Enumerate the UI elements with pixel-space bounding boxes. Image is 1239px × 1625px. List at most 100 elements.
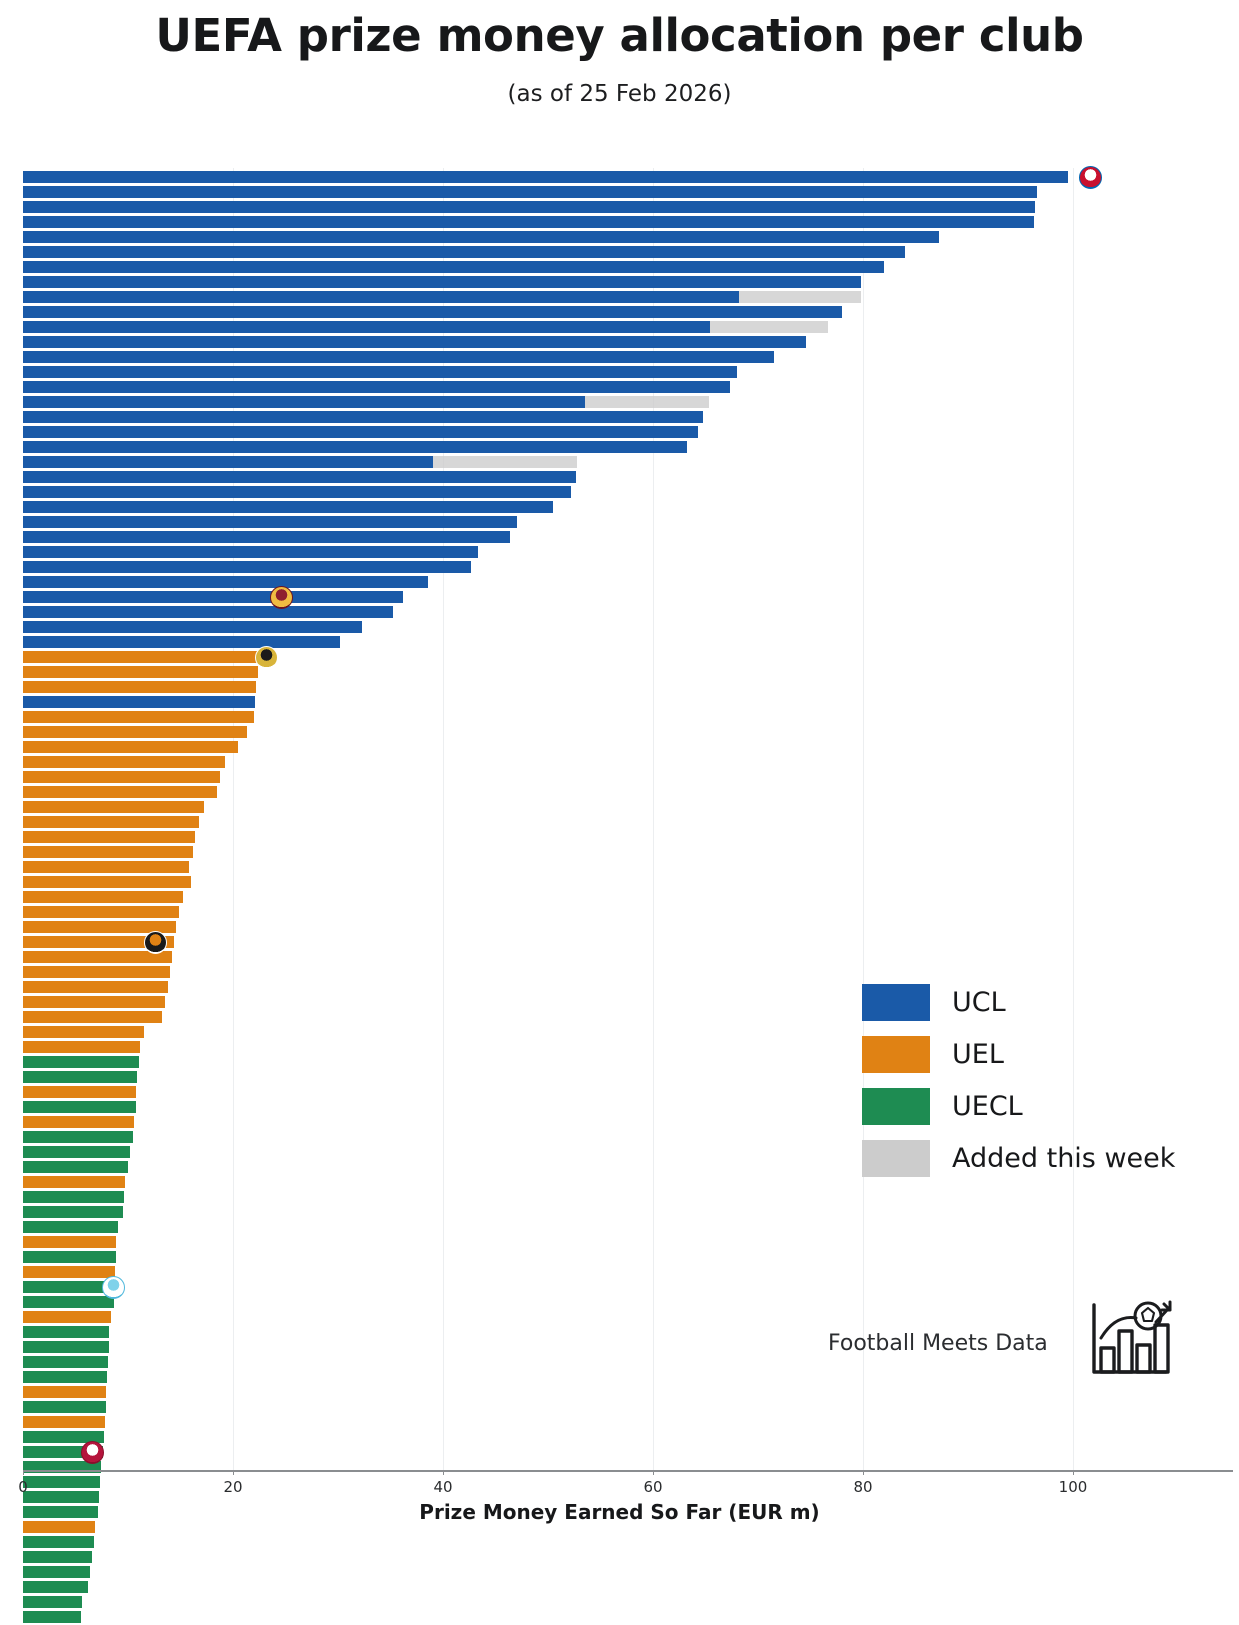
bar-row[interactable] [0,185,1239,200]
bar-row[interactable] [0,635,1239,650]
bar-row[interactable] [0,1370,1239,1385]
bar-segment-uecl [23,1146,131,1158]
bar-row[interactable] [0,365,1239,380]
bar-row[interactable] [0,275,1239,290]
bar-row[interactable] [0,455,1239,470]
bar-row[interactable] [0,920,1239,935]
bar-row[interactable] [0,1595,1239,1610]
bar-row[interactable] [0,1490,1239,1505]
bar-row[interactable] [0,800,1239,815]
bar-row[interactable] [0,200,1239,215]
bar-row[interactable] [0,1430,1239,1445]
bar-row[interactable] [0,1415,1239,1430]
bar-row[interactable] [0,335,1239,350]
bar-row[interactable] [0,290,1239,305]
bar-row[interactable] [0,1130,1239,1145]
bar-row[interactable] [0,755,1239,770]
bar-row[interactable] [0,440,1239,455]
bar-row[interactable] [0,575,1239,590]
bar-row[interactable] [0,590,1239,605]
bar-row[interactable] [0,215,1239,230]
bar-row[interactable] [0,1280,1239,1295]
bar-row[interactable] [0,1145,1239,1160]
bar-row[interactable] [0,545,1239,560]
bar-row[interactable] [0,710,1239,725]
bar-row[interactable] [0,1445,1239,1460]
bar-row[interactable] [0,875,1239,890]
bar-row[interactable] [0,1340,1239,1355]
bar-row[interactable] [0,770,1239,785]
bar-row[interactable] [0,815,1239,830]
bar-row[interactable] [0,515,1239,530]
bar-row[interactable] [0,560,1239,575]
bar-row[interactable] [0,965,1239,980]
bar-row[interactable] [0,890,1239,905]
bar-row[interactable] [0,260,1239,275]
bar-row[interactable] [0,980,1239,995]
bar-row[interactable] [0,170,1239,185]
bar-row[interactable] [0,1565,1239,1580]
bar-row[interactable] [0,1550,1239,1565]
bar-row[interactable] [0,230,1239,245]
bar-row[interactable] [0,1100,1239,1115]
bar-row[interactable] [0,1040,1239,1055]
bar-row[interactable] [0,1580,1239,1595]
bar-row[interactable] [0,1025,1239,1040]
bar-row[interactable] [0,650,1239,665]
bar-row[interactable] [0,1505,1239,1520]
bar-row[interactable] [0,695,1239,710]
bar-row[interactable] [0,605,1239,620]
bar-row[interactable] [0,1055,1239,1070]
bar-row[interactable] [0,320,1239,335]
legend-item-uel[interactable]: UEL [862,1028,1202,1080]
bar-row[interactable] [0,1355,1239,1370]
bar-row[interactable] [0,1115,1239,1130]
legend-item-uecl[interactable]: UECL [862,1080,1202,1132]
bar-row[interactable] [0,935,1239,950]
bar-row[interactable] [0,905,1239,920]
bar-row[interactable] [0,620,1239,635]
bar-row[interactable] [0,1235,1239,1250]
bar-row[interactable] [0,1160,1239,1175]
bar-row[interactable] [0,1385,1239,1400]
bar-row[interactable] [0,740,1239,755]
bar-row[interactable] [0,245,1239,260]
bar-row[interactable] [0,995,1239,1010]
bar-row[interactable] [0,1535,1239,1550]
legend-item-ucl[interactable]: UCL [862,976,1202,1028]
bar-row[interactable] [0,1265,1239,1280]
bar-row[interactable] [0,425,1239,440]
bar-row[interactable] [0,845,1239,860]
bar-row[interactable] [0,1400,1239,1415]
bar-row[interactable] [0,665,1239,680]
bar-row[interactable] [0,950,1239,965]
bar-row[interactable] [0,470,1239,485]
bar-row[interactable] [0,860,1239,875]
bar-row[interactable] [0,785,1239,800]
bar-row[interactable] [0,1610,1239,1625]
bar-row[interactable] [0,500,1239,515]
bar-row[interactable] [0,305,1239,320]
bar-row[interactable] [0,680,1239,695]
bar-row[interactable] [0,1190,1239,1205]
bar-row[interactable] [0,1085,1239,1100]
bar-row[interactable] [0,1010,1239,1025]
bar-row[interactable] [0,380,1239,395]
bar-row[interactable] [0,1205,1239,1220]
bar-row[interactable] [0,350,1239,365]
bar-row[interactable] [0,830,1239,845]
bar-row[interactable] [0,1310,1239,1325]
bar-row[interactable] [0,1250,1239,1265]
bar-row[interactable] [0,395,1239,410]
bar-row[interactable] [0,1325,1239,1340]
bar-row[interactable] [0,530,1239,545]
bar-row[interactable] [0,1295,1239,1310]
bar-row[interactable] [0,485,1239,500]
bar-row[interactable] [0,1070,1239,1085]
bar-row[interactable] [0,410,1239,425]
bar-row[interactable] [0,1475,1239,1490]
bar-row[interactable] [0,1220,1239,1235]
legend-item-added-this-week[interactable]: Added this week [862,1132,1202,1184]
bar-row[interactable] [0,1175,1239,1190]
bar-row[interactable] [0,725,1239,740]
